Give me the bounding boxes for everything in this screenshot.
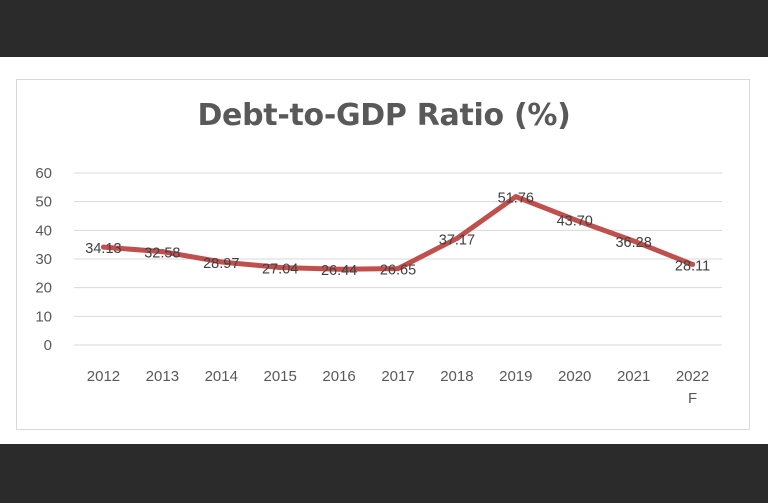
data-point: [395, 266, 401, 272]
data-point: [100, 244, 106, 250]
x-tick-label: 2015: [263, 368, 296, 385]
x-tick-label: 2022 F: [676, 368, 709, 407]
data-point: [336, 266, 342, 272]
data-point: [631, 238, 637, 244]
data-label: 37.17: [439, 232, 475, 248]
x-tick-label: 2018: [440, 368, 473, 385]
data-label: 26.44: [321, 263, 357, 279]
y-tick-label: 20: [35, 280, 52, 297]
data-label: 36.28: [615, 235, 651, 251]
x-tick-label: 2021: [617, 368, 650, 385]
y-tick-label: 60: [35, 165, 52, 182]
chart-panel: [16, 79, 750, 430]
data-point: [159, 249, 165, 255]
data-label: 27.04: [262, 261, 298, 277]
x-tick-label: 2020: [558, 368, 591, 385]
y-tick-label: 50: [35, 194, 52, 211]
data-point: [572, 217, 578, 223]
x-tick-label: 2019: [499, 368, 532, 385]
data-label: 26.65: [380, 263, 416, 279]
x-tick-label: 2014: [205, 368, 238, 385]
x-tick-label: 2017: [381, 368, 414, 385]
y-axis-ticks: 0 10 20 30 40 50 60: [35, 165, 52, 354]
data-label: 43.70: [557, 214, 593, 230]
series-line-group: [100, 194, 696, 272]
data-point: [277, 264, 283, 270]
data-point: [690, 261, 696, 267]
series-line: [100, 194, 696, 272]
data-point: [513, 194, 519, 200]
data-label: 32.58: [144, 246, 180, 262]
y-tick-label: 0: [44, 337, 52, 354]
y-tick-label: 10: [35, 308, 52, 325]
x-axis-ticks: 2012 2013 2014 2015 2016 2017 2018 2019 2020 2021…: [87, 368, 709, 407]
data-label: 34.13: [85, 241, 121, 257]
data-label: 51.76: [498, 191, 534, 207]
data-label: 28.11: [675, 258, 710, 274]
chart-title: Debt-to-GDP Ratio (%): [197, 98, 571, 133]
x-tick-label: 2016: [322, 368, 355, 385]
bottom-dark-band: [0, 444, 768, 503]
data-point: [454, 235, 460, 241]
top-dark-band: [0, 0, 768, 57]
y-tick-label: 30: [35, 251, 52, 268]
data-label: 28.97: [203, 256, 239, 272]
x-tick-label: 2013: [146, 368, 179, 385]
data-labels: 34.13 32.58 28.97 27.04 26.44 26.65 37.17 51.76…: [85, 191, 710, 280]
y-tick-label: 40: [35, 222, 52, 239]
data-point: [218, 259, 224, 265]
gridlines: [74, 172, 722, 346]
x-tick-label: 2012: [87, 368, 120, 385]
